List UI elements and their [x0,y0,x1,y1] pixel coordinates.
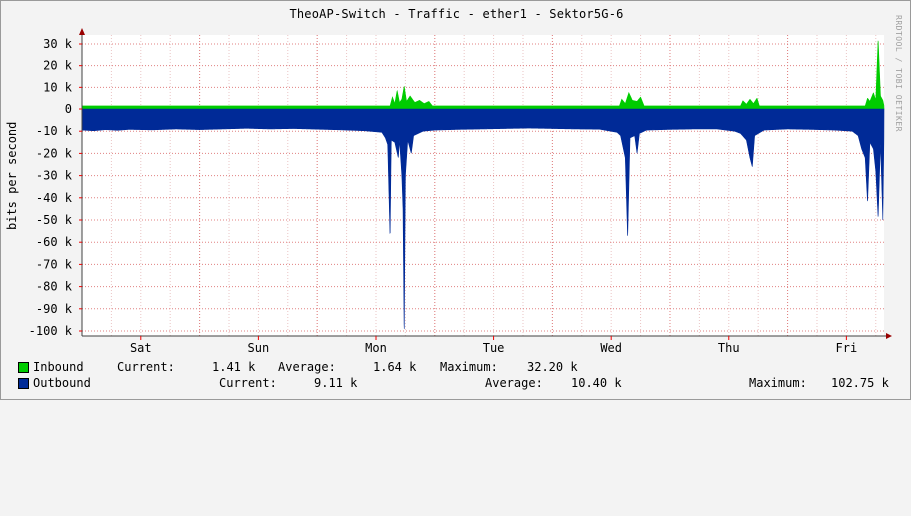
outbound-name: Outbound [33,376,91,390]
y-tick-label: -40 k [36,191,73,205]
y-tick-label: -60 k [36,235,73,249]
plot-area [82,35,884,336]
y-tick-label: 30 k [43,37,73,51]
outbound-average-label: Average: [485,376,543,390]
inbound-current-value: 1.41 k [212,360,256,374]
outbound-average-value: 10.40 k [571,376,622,390]
x-tick-label: Wed [600,341,622,355]
x-tick-label: Thu [718,341,740,355]
y-tick-label: -50 k [36,213,73,227]
x-ticks: Sat Sun Mon Tue Wed Thu Fri [130,336,857,355]
data-areas [81,40,885,329]
y-tick-label: -80 k [36,280,73,294]
y-tick-label: -10 k [36,124,73,138]
y-tick-label: 10 k [43,80,73,94]
inbound-average-value: 1.64 k [373,360,417,374]
outbound-maximum-label: Maximum: [749,376,807,390]
legend-row-inbound: Inbound Current: 1.41 k Average: 1.64 k … [18,360,908,375]
outbound-maximum-value: 102.75 k [831,376,889,390]
x-tick-label: Mon [365,341,387,355]
y-tick-label: -100 k [29,324,73,338]
x-tick-label: Sat [130,341,152,355]
inbound-maximum-value: 32.20 k [527,360,578,374]
inbound-name: Inbound [33,360,84,374]
legend-row-outbound: Outbound Current: 9.11 k Average: 10.40 … [18,376,908,391]
inbound-current-label: Current: [117,360,175,374]
outbound-current-value: 9.11 k [314,376,358,390]
x-tick-label: Sun [248,341,270,355]
area-inbound [81,40,885,110]
outbound-swatch [18,378,29,389]
axes [79,28,892,339]
y-axis-arrow [79,28,85,35]
inbound-swatch [18,362,29,373]
outbound-current-label: Current: [219,376,277,390]
y-ticks: 30 k 20 k 10 k 0 -10 k -20 k -30 k -40 k -50 k -6… [29,37,82,338]
y-tick-label: -70 k [36,257,73,271]
y-tick-label: -90 k [36,302,73,316]
y-tick-label: 20 k [43,59,73,73]
x-axis-arrow [886,333,892,339]
area-outbound [81,108,885,329]
inbound-average-label: Average: [278,360,336,374]
inbound-maximum-label: Maximum: [440,360,498,374]
y-tick-label: -20 k [36,146,73,160]
chart-frame: TheoAP-Switch - Traffic - ether1 - Sekto… [0,0,911,400]
traffic-chart: 30 k 20 k 10 k 0 -10 k -20 k -30 k -40 k -50 k -6… [29,28,892,355]
x-tick-label: Fri [836,341,858,355]
chart-title: TheoAP-Switch - Traffic - ether1 - Sekto… [289,7,624,21]
rrdtool-watermark: RRDTOOL / TOBI OETIKER [894,15,903,132]
x-tick-label: Tue [483,341,505,355]
y-tick-label: 0 [65,102,72,116]
y-tick-label: -30 k [36,169,73,183]
